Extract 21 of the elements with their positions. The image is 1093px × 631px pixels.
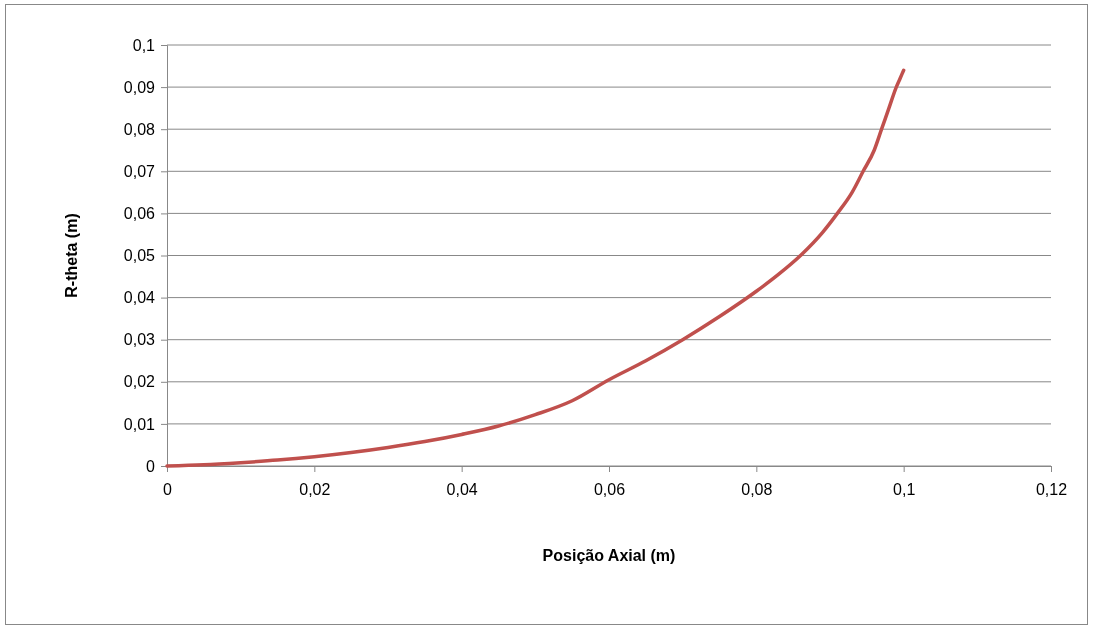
x-tick-label: 0,08 <box>741 481 773 499</box>
y-axis-title: R-theta (m) <box>63 213 80 298</box>
y-tick-label: 0 <box>146 457 156 475</box>
x-axis-title: Posição Axial (m) <box>542 547 676 564</box>
y-tick-label: 0,01 <box>123 415 156 433</box>
x-tick-label: 0,02 <box>299 481 331 499</box>
x-tick-label: 0,06 <box>593 481 626 499</box>
x-tick-label: 0 <box>163 481 173 499</box>
y-tick-label: 0,06 <box>123 205 156 223</box>
y-tick-label: 0,02 <box>123 373 156 391</box>
x-tick-label: 0,12 <box>1035 481 1068 499</box>
y-tick-label: 0,04 <box>123 289 156 307</box>
x-tick-label: 0,04 <box>446 481 478 499</box>
y-tick-label: 0,08 <box>123 120 156 138</box>
x-tick-label: 0,1 <box>893 481 916 499</box>
y-tick-label: 0,03 <box>123 331 156 349</box>
y-tick-label: 0,1 <box>132 36 156 54</box>
y-tick-label: 0,09 <box>123 78 156 96</box>
y-tick-label: 0,05 <box>123 247 156 265</box>
y-tick-label: 0,07 <box>123 162 156 180</box>
line-series <box>165 68 906 468</box>
